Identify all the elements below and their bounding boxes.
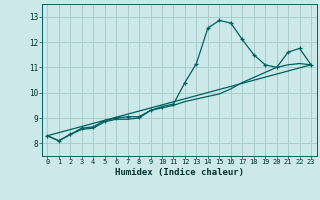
X-axis label: Humidex (Indice chaleur): Humidex (Indice chaleur) bbox=[115, 168, 244, 177]
